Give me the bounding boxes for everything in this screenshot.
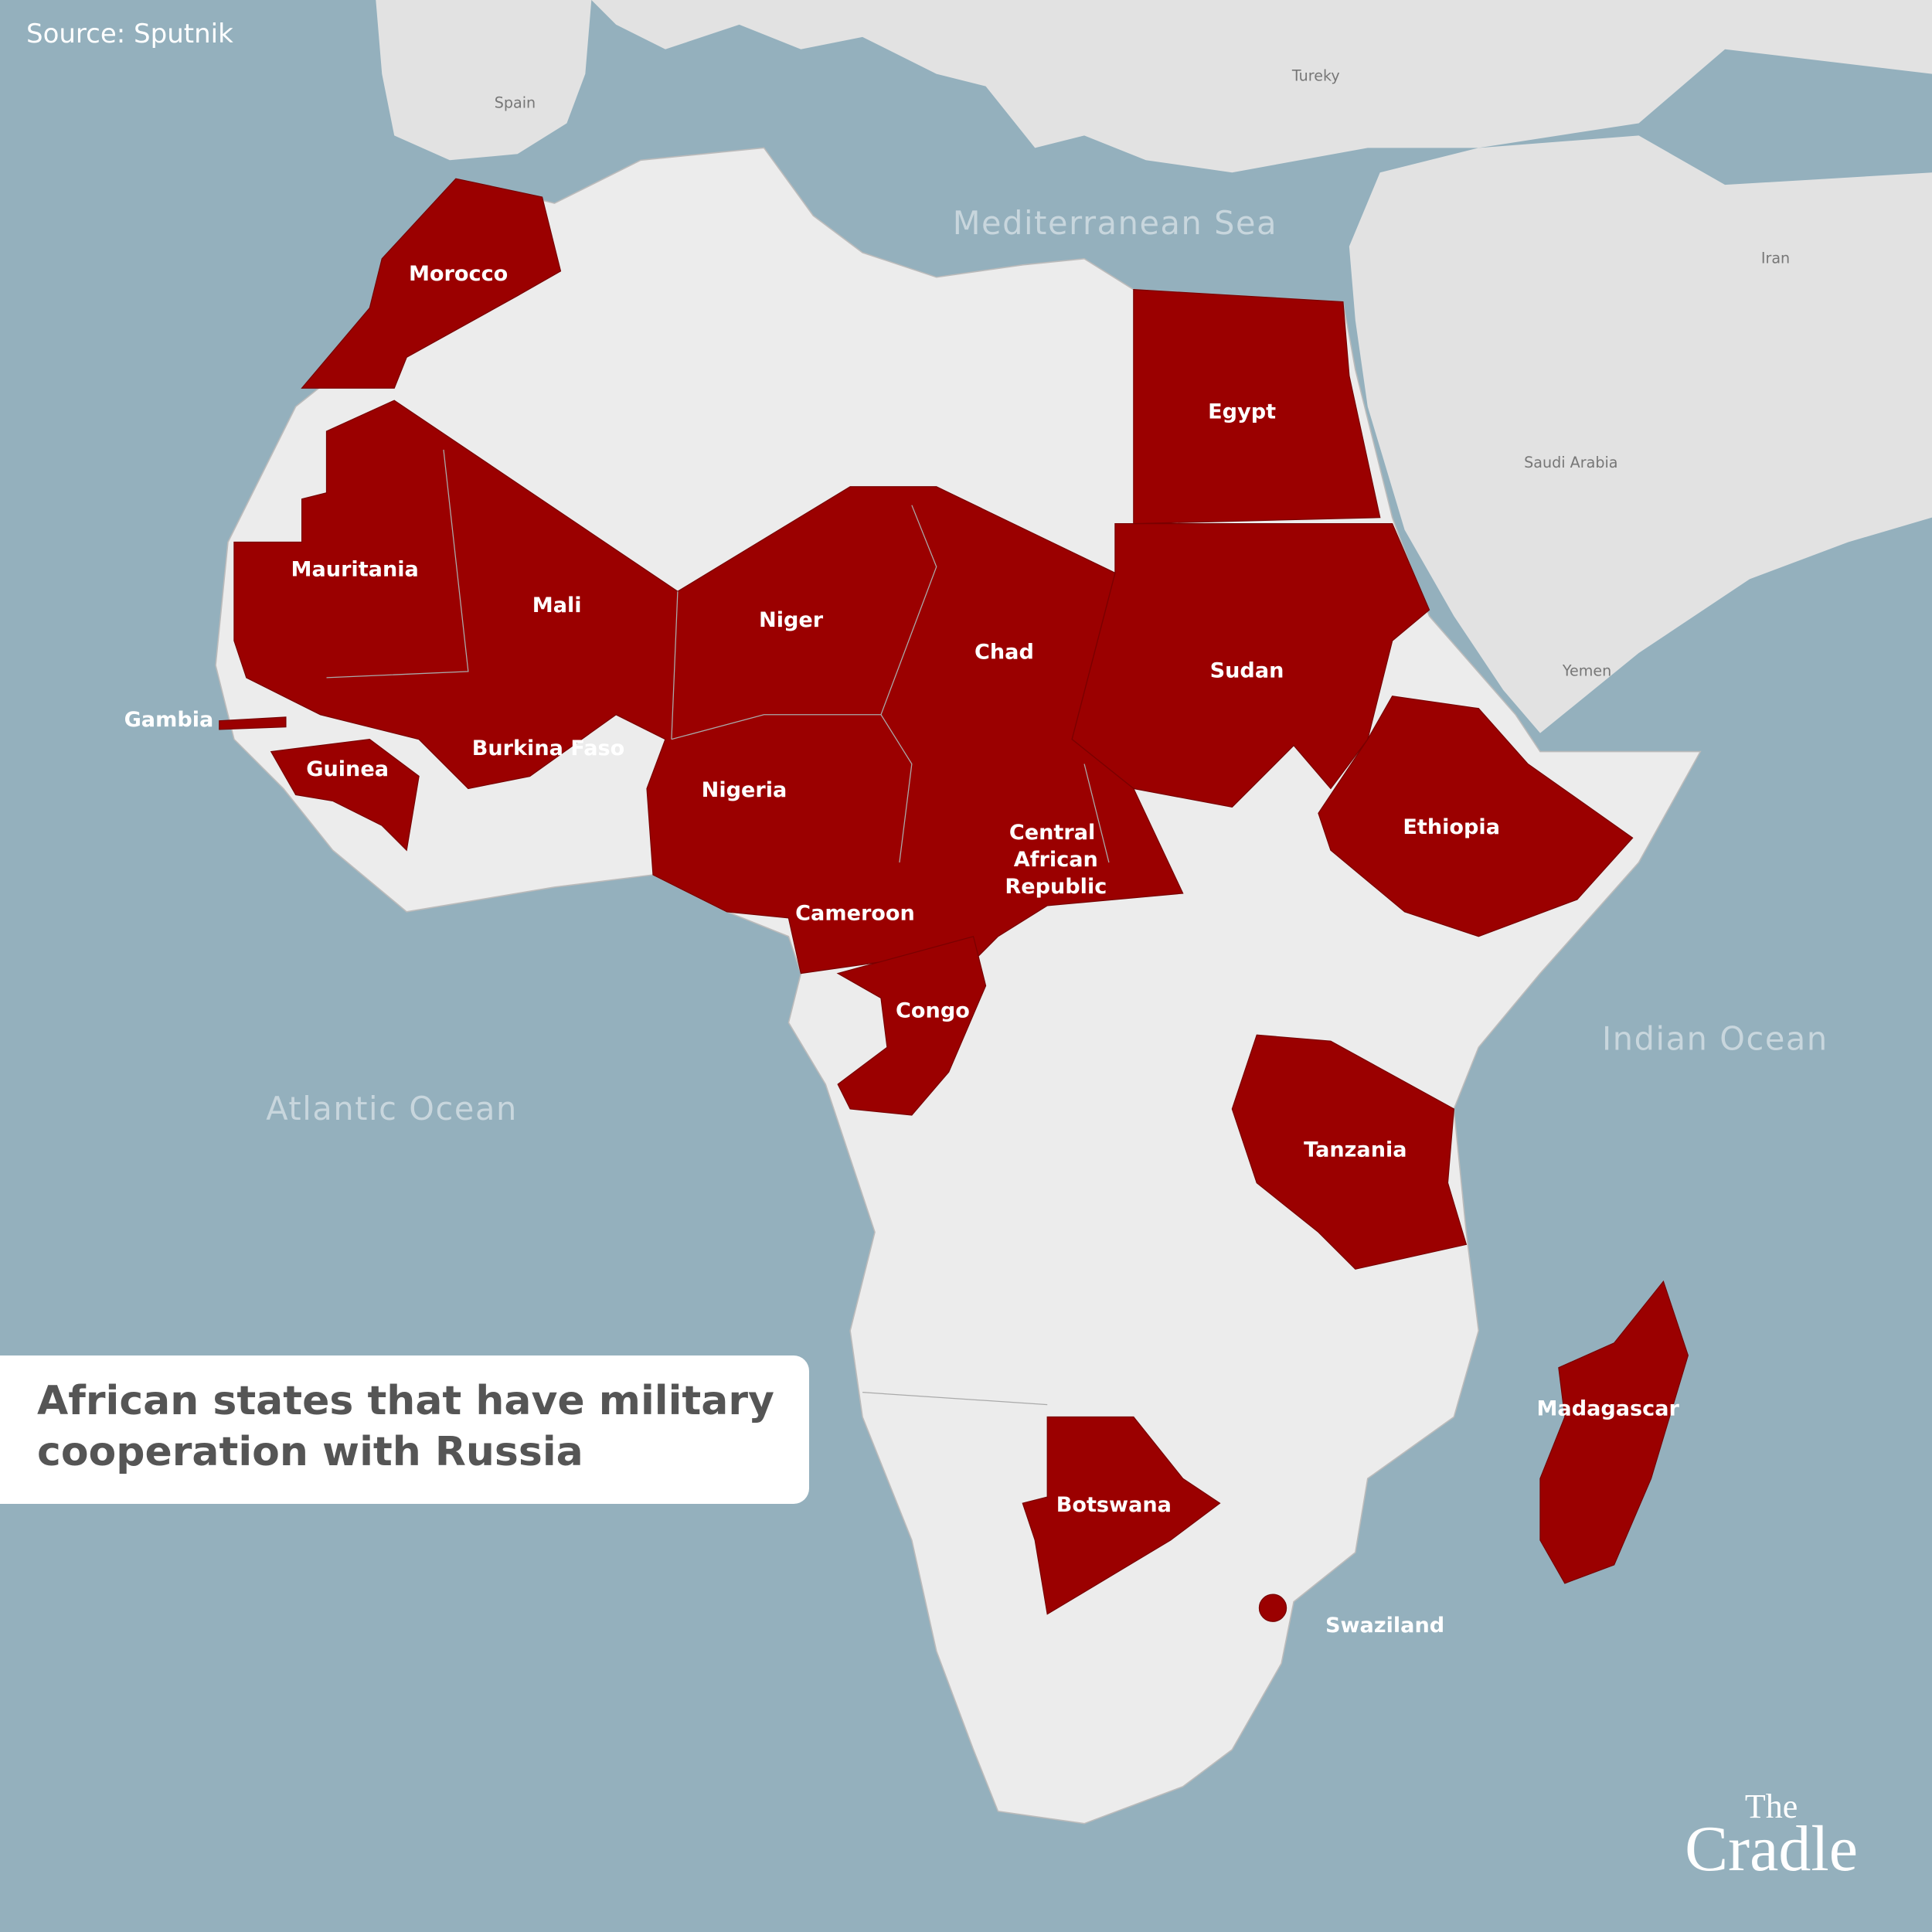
neighbor-label: Saudi Arabia <box>1524 454 1617 471</box>
country-label: Mauritania <box>291 558 419 582</box>
swaziland-shape <box>1258 1594 1287 1622</box>
country-label: Mali <box>532 594 582 617</box>
neighbor-label: Tureky <box>1291 66 1340 84</box>
country-label: Swaziland <box>1325 1614 1444 1638</box>
water-label: Indian Ocean <box>1602 1020 1828 1057</box>
country-label: Gambia <box>124 708 214 732</box>
country-label: Burkina Faso <box>472 736 625 760</box>
guinea-shape <box>270 738 420 852</box>
country-label: Morocco <box>409 262 508 286</box>
label-line: African <box>1006 847 1097 871</box>
country-label: Congo <box>896 998 970 1022</box>
tanzania-shape <box>1231 1034 1468 1270</box>
botswana-shape <box>1022 1416 1221 1615</box>
land-europe <box>591 0 1932 173</box>
egypt-shape <box>1133 289 1381 525</box>
label-line: Republic <box>998 874 1107 898</box>
country-label: Sudan <box>1210 658 1284 682</box>
borders <box>326 449 1110 1406</box>
country-label: Nigeria <box>702 778 787 802</box>
land-iberia <box>376 0 592 161</box>
country-label: Egypt <box>1208 400 1276 424</box>
land-middle-east <box>1349 135 1932 733</box>
country-label: Botswana <box>1056 1493 1172 1517</box>
country-label: Niger <box>759 608 824 632</box>
congo-shape <box>836 935 987 1116</box>
source-note: Source: Sputnik <box>26 19 233 49</box>
water-label: Atlantic Ocean <box>266 1090 518 1128</box>
madagascar-shape <box>1539 1280 1689 1584</box>
country-label: Ethiopia <box>1403 815 1500 839</box>
neighbor-label: Iran <box>1761 249 1790 267</box>
country-label: Chad <box>975 641 1034 665</box>
water-label: Mediterranean Sea <box>953 205 1277 242</box>
neighbor-label: Yemen <box>1562 662 1611 679</box>
neighbor-label: Spain <box>495 94 536 111</box>
map-title: African states that have military cooper… <box>37 1378 774 1475</box>
brand-line: The <box>1744 1787 1798 1826</box>
country-label: Central African Republic <box>998 820 1107 898</box>
country-label: Cameroon <box>795 902 915 926</box>
gambia-shape <box>219 716 287 730</box>
label-line: Central <box>1009 820 1095 844</box>
ethiopia-shape <box>1318 696 1634 937</box>
country-label: Guinea <box>306 757 389 781</box>
title-box: African states that have military cooper… <box>0 1355 809 1504</box>
country-label: Madagascar <box>1536 1396 1679 1420</box>
brand-logo: The Cradle <box>1685 1787 1858 1885</box>
country-label: Tanzania <box>1304 1138 1406 1162</box>
morocco-shape <box>301 178 562 389</box>
brand-line: Cradle <box>1685 1812 1858 1885</box>
sahel-shape <box>233 400 1184 975</box>
